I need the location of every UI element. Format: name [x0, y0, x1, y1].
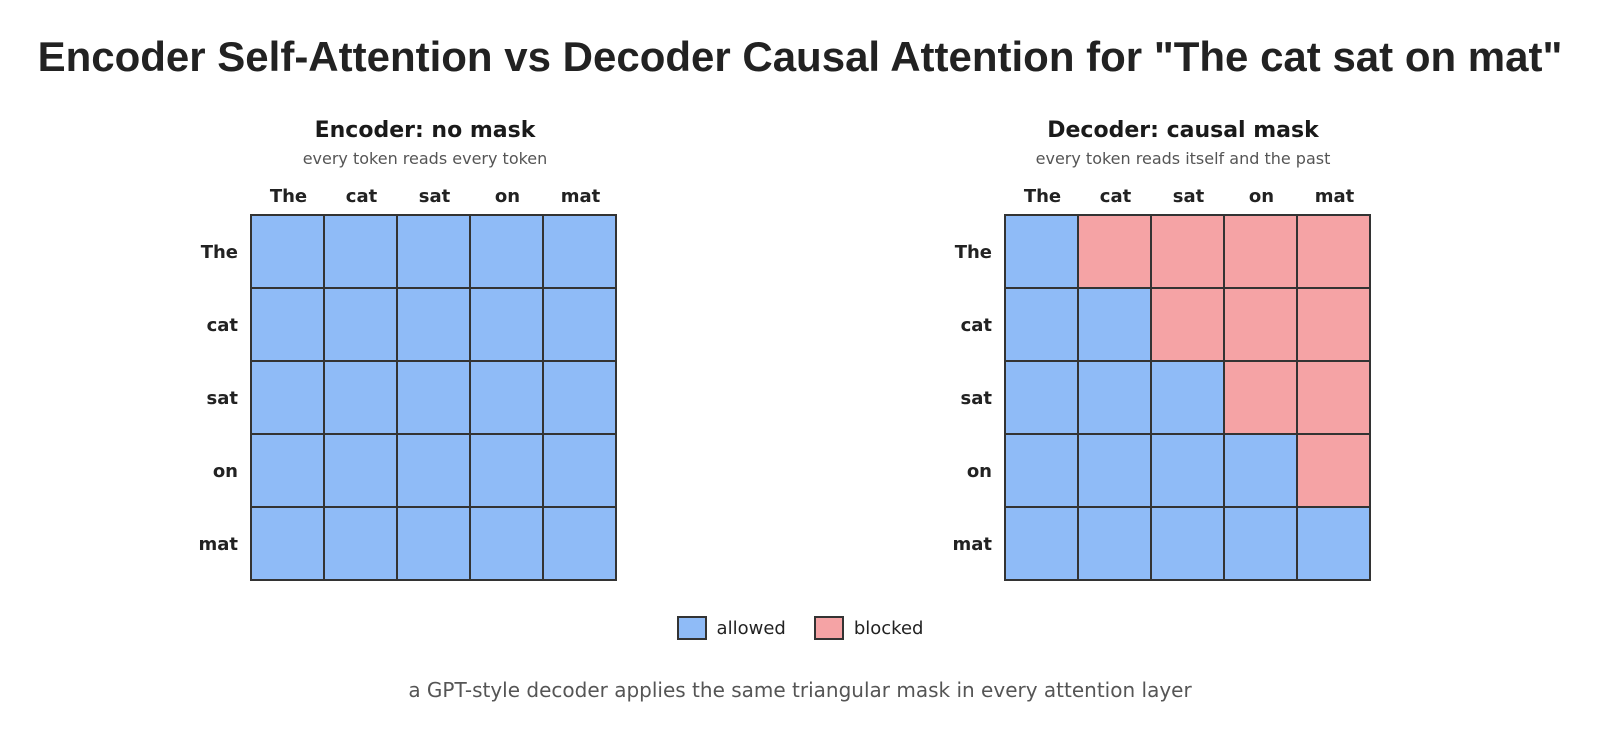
- decoder-row-label-the: The: [954, 241, 992, 263]
- allowed-swatch: [676, 616, 707, 640]
- encoder-cell-allowed: [471, 216, 544, 289]
- decoder-panel-subtitle: every token reads itself and the past: [1035, 149, 1331, 168]
- encoder-cell-allowed: [325, 362, 398, 435]
- encoder-cell-allowed: [398, 289, 471, 362]
- decoder-cell-allowed: [1152, 508, 1225, 581]
- encoder-cell-allowed: [471, 508, 544, 581]
- encoder-cell-allowed: [398, 362, 471, 435]
- decoder-cell-allowed: [1079, 435, 1152, 508]
- decoder-col-label-mat: mat: [1314, 186, 1355, 207]
- decoder-cell-allowed: [1298, 508, 1371, 581]
- decoder-cell-blocked: [1298, 362, 1371, 435]
- encoder-cell-allowed: [325, 435, 398, 508]
- decoder-cell-allowed: [1225, 435, 1298, 508]
- encoder-col-label-on: on: [494, 186, 521, 207]
- decoder-cell-allowed: [1006, 435, 1079, 508]
- encoder-cell-allowed: [544, 289, 617, 362]
- encoder-attention-grid: [250, 214, 617, 581]
- encoder-cell-allowed: [544, 362, 617, 435]
- decoder-cell-blocked: [1225, 362, 1298, 435]
- decoder-row-label-sat: sat: [960, 387, 992, 409]
- decoder-cell-allowed: [1152, 362, 1225, 435]
- decoder-panel-title: Decoder: causal mask: [1047, 118, 1319, 143]
- encoder-cell-allowed: [471, 289, 544, 362]
- encoder-cell-allowed: [398, 435, 471, 508]
- decoder-cell-blocked: [1298, 289, 1371, 362]
- encoder-row-label-on: on: [212, 460, 238, 482]
- encoder-cell-allowed: [471, 362, 544, 435]
- legend-label-blocked: blocked: [853, 617, 924, 639]
- encoder-cell-allowed: [325, 289, 398, 362]
- encoder-row-label-cat: cat: [206, 314, 238, 336]
- encoder-cell-allowed: [252, 289, 325, 362]
- decoder-cell-allowed: [1079, 362, 1152, 435]
- encoder-row-label-mat: mat: [198, 533, 238, 555]
- encoder-row-label-sat: sat: [206, 387, 238, 409]
- encoder-panel-title: Encoder: no mask: [314, 118, 536, 143]
- decoder-cell-blocked: [1079, 216, 1152, 289]
- encoder-col-label-sat: sat: [418, 186, 451, 207]
- decoder-cell-allowed: [1006, 216, 1079, 289]
- decoder-cell-blocked: [1152, 216, 1225, 289]
- encoder-cell-allowed: [398, 216, 471, 289]
- decoder-cell-allowed: [1079, 508, 1152, 581]
- decoder-col-label-cat: cat: [1099, 186, 1132, 207]
- encoder-row-label-the: The: [200, 241, 238, 263]
- decoder-row-label-on: on: [966, 460, 992, 482]
- figure-title: Encoder Self-Attention vs Decoder Causal…: [37, 33, 1563, 80]
- encoder-cell-allowed: [325, 216, 398, 289]
- encoder-cell-allowed: [252, 435, 325, 508]
- encoder-cell-allowed: [398, 508, 471, 581]
- decoder-attention-grid: [1004, 214, 1371, 581]
- legend-label-allowed: allowed: [716, 617, 786, 639]
- legend-item-allowed: allowed: [676, 616, 786, 640]
- encoder-cell-allowed: [544, 508, 617, 581]
- decoder-cell-blocked: [1298, 435, 1371, 508]
- encoder-cell-allowed: [252, 508, 325, 581]
- legend: allowed blocked: [0, 616, 1600, 640]
- encoder-col-label-cat: cat: [345, 186, 378, 207]
- decoder-cell-allowed: [1079, 289, 1152, 362]
- legend-item-blocked: blocked: [813, 616, 924, 640]
- encoder-cell-allowed: [252, 362, 325, 435]
- decoder-cell-allowed: [1152, 435, 1225, 508]
- footnote: a GPT-style decoder applies the same tri…: [408, 678, 1192, 702]
- blocked-swatch: [813, 616, 844, 640]
- encoder-cell-allowed: [471, 435, 544, 508]
- decoder-row-label-mat: mat: [952, 533, 992, 555]
- decoder-cell-allowed: [1006, 508, 1079, 581]
- decoder-cell-blocked: [1225, 216, 1298, 289]
- decoder-cell-allowed: [1006, 289, 1079, 362]
- encoder-cell-allowed: [544, 216, 617, 289]
- encoder-panel-subtitle: every token reads every token: [302, 149, 548, 168]
- decoder-cell-blocked: [1152, 289, 1225, 362]
- decoder-col-label-on: on: [1248, 186, 1275, 207]
- encoder-col-label-the: The: [269, 186, 308, 207]
- decoder-cell-blocked: [1225, 289, 1298, 362]
- decoder-col-label-the: The: [1023, 186, 1062, 207]
- decoder-row-label-cat: cat: [960, 314, 992, 336]
- encoder-cell-allowed: [325, 508, 398, 581]
- decoder-cell-allowed: [1006, 362, 1079, 435]
- encoder-cell-allowed: [252, 216, 325, 289]
- encoder-cell-allowed: [544, 435, 617, 508]
- decoder-cell-blocked: [1298, 216, 1371, 289]
- decoder-cell-allowed: [1225, 508, 1298, 581]
- encoder-col-label-mat: mat: [560, 186, 601, 207]
- decoder-col-label-sat: sat: [1172, 186, 1205, 207]
